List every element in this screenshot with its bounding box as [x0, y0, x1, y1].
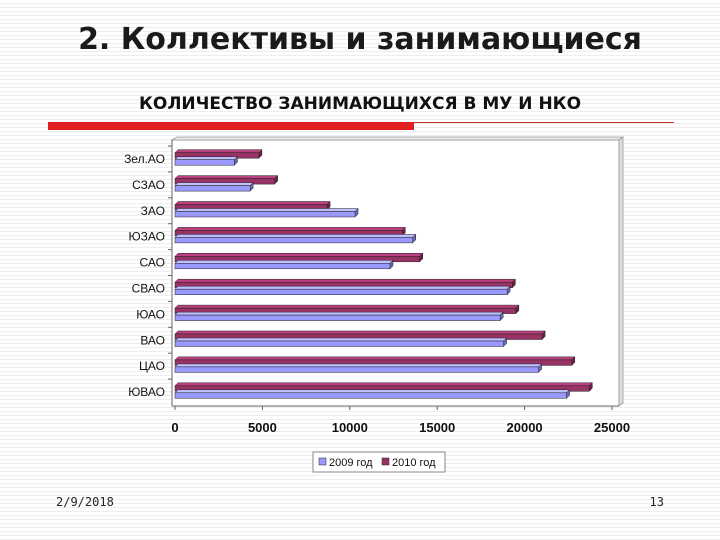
- bars: [174, 149, 593, 399]
- page-number: 13: [649, 495, 664, 509]
- bar-2010: [174, 149, 263, 159]
- category-label: ЗАО: [141, 204, 165, 218]
- legend-item: 2009 год: [318, 457, 373, 469]
- slide-title: 2. Коллективы и занимающиеся: [78, 22, 642, 57]
- bar-2010: [174, 330, 546, 341]
- x-tick-labels: 0 5000 10000 15000 20000 25000: [171, 406, 630, 435]
- bar-2009: [174, 337, 508, 348]
- bar-2009: [174, 285, 511, 296]
- legend-label: 2010 год: [392, 457, 436, 469]
- bar-2009: [174, 233, 417, 244]
- bar-2009: [174, 181, 254, 192]
- bar-2010: [174, 200, 331, 211]
- plot-area-top-edge: [170, 136, 625, 141]
- category-label: ВАО: [140, 333, 165, 347]
- x-tick-label: 25000: [594, 420, 630, 435]
- legend-box: [312, 451, 446, 473]
- bar-2009: [174, 207, 359, 218]
- footer-date: 2/9/2018: [56, 495, 114, 509]
- category-label: ЮАО: [136, 307, 165, 321]
- x-tick-label: 10000: [332, 420, 368, 435]
- bar-2009: [174, 363, 543, 374]
- bar-2010: [174, 278, 516, 289]
- bar-2009: [174, 311, 504, 322]
- category-label: ЮВАО: [128, 385, 165, 399]
- legend-label: 2009 год: [329, 457, 373, 469]
- x-tick-label: 15000: [419, 420, 455, 435]
- legend-swatch: [381, 457, 390, 466]
- category-label: Зел.АО: [124, 152, 165, 166]
- bar-2009: [174, 259, 394, 270]
- plot-area-side-edge: [618, 136, 624, 407]
- category-label: ЮЗАО: [129, 230, 165, 244]
- category-label: ЦАО: [139, 359, 165, 373]
- bar-2010: [174, 304, 520, 315]
- x-tick-label: 5000: [248, 420, 277, 435]
- chart-title: КОЛИЧЕСТВО ЗАНИМАЮЩИХСЯ В МУ И НКО: [138, 94, 582, 114]
- title-underline-thick: [48, 122, 414, 130]
- category-labels: Зел.АО СЗАО ЗАО ЮЗАО САО СВАО ЮАО ВАО ЦАО ЮВАО: [124, 145, 172, 399]
- x-tick-label: 0: [171, 420, 178, 435]
- x-tick-label: 20000: [507, 420, 543, 435]
- legend-swatch: [318, 457, 327, 466]
- category-label: СВАО: [132, 281, 165, 295]
- legend-item: 2010 год: [381, 457, 436, 469]
- bar-2009: [174, 389, 571, 399]
- bar-2009: [174, 156, 239, 166]
- category-label: САО: [140, 256, 165, 270]
- category-label: СЗАО: [132, 178, 165, 192]
- chart-legend: 2009 год 2010 год: [312, 451, 446, 473]
